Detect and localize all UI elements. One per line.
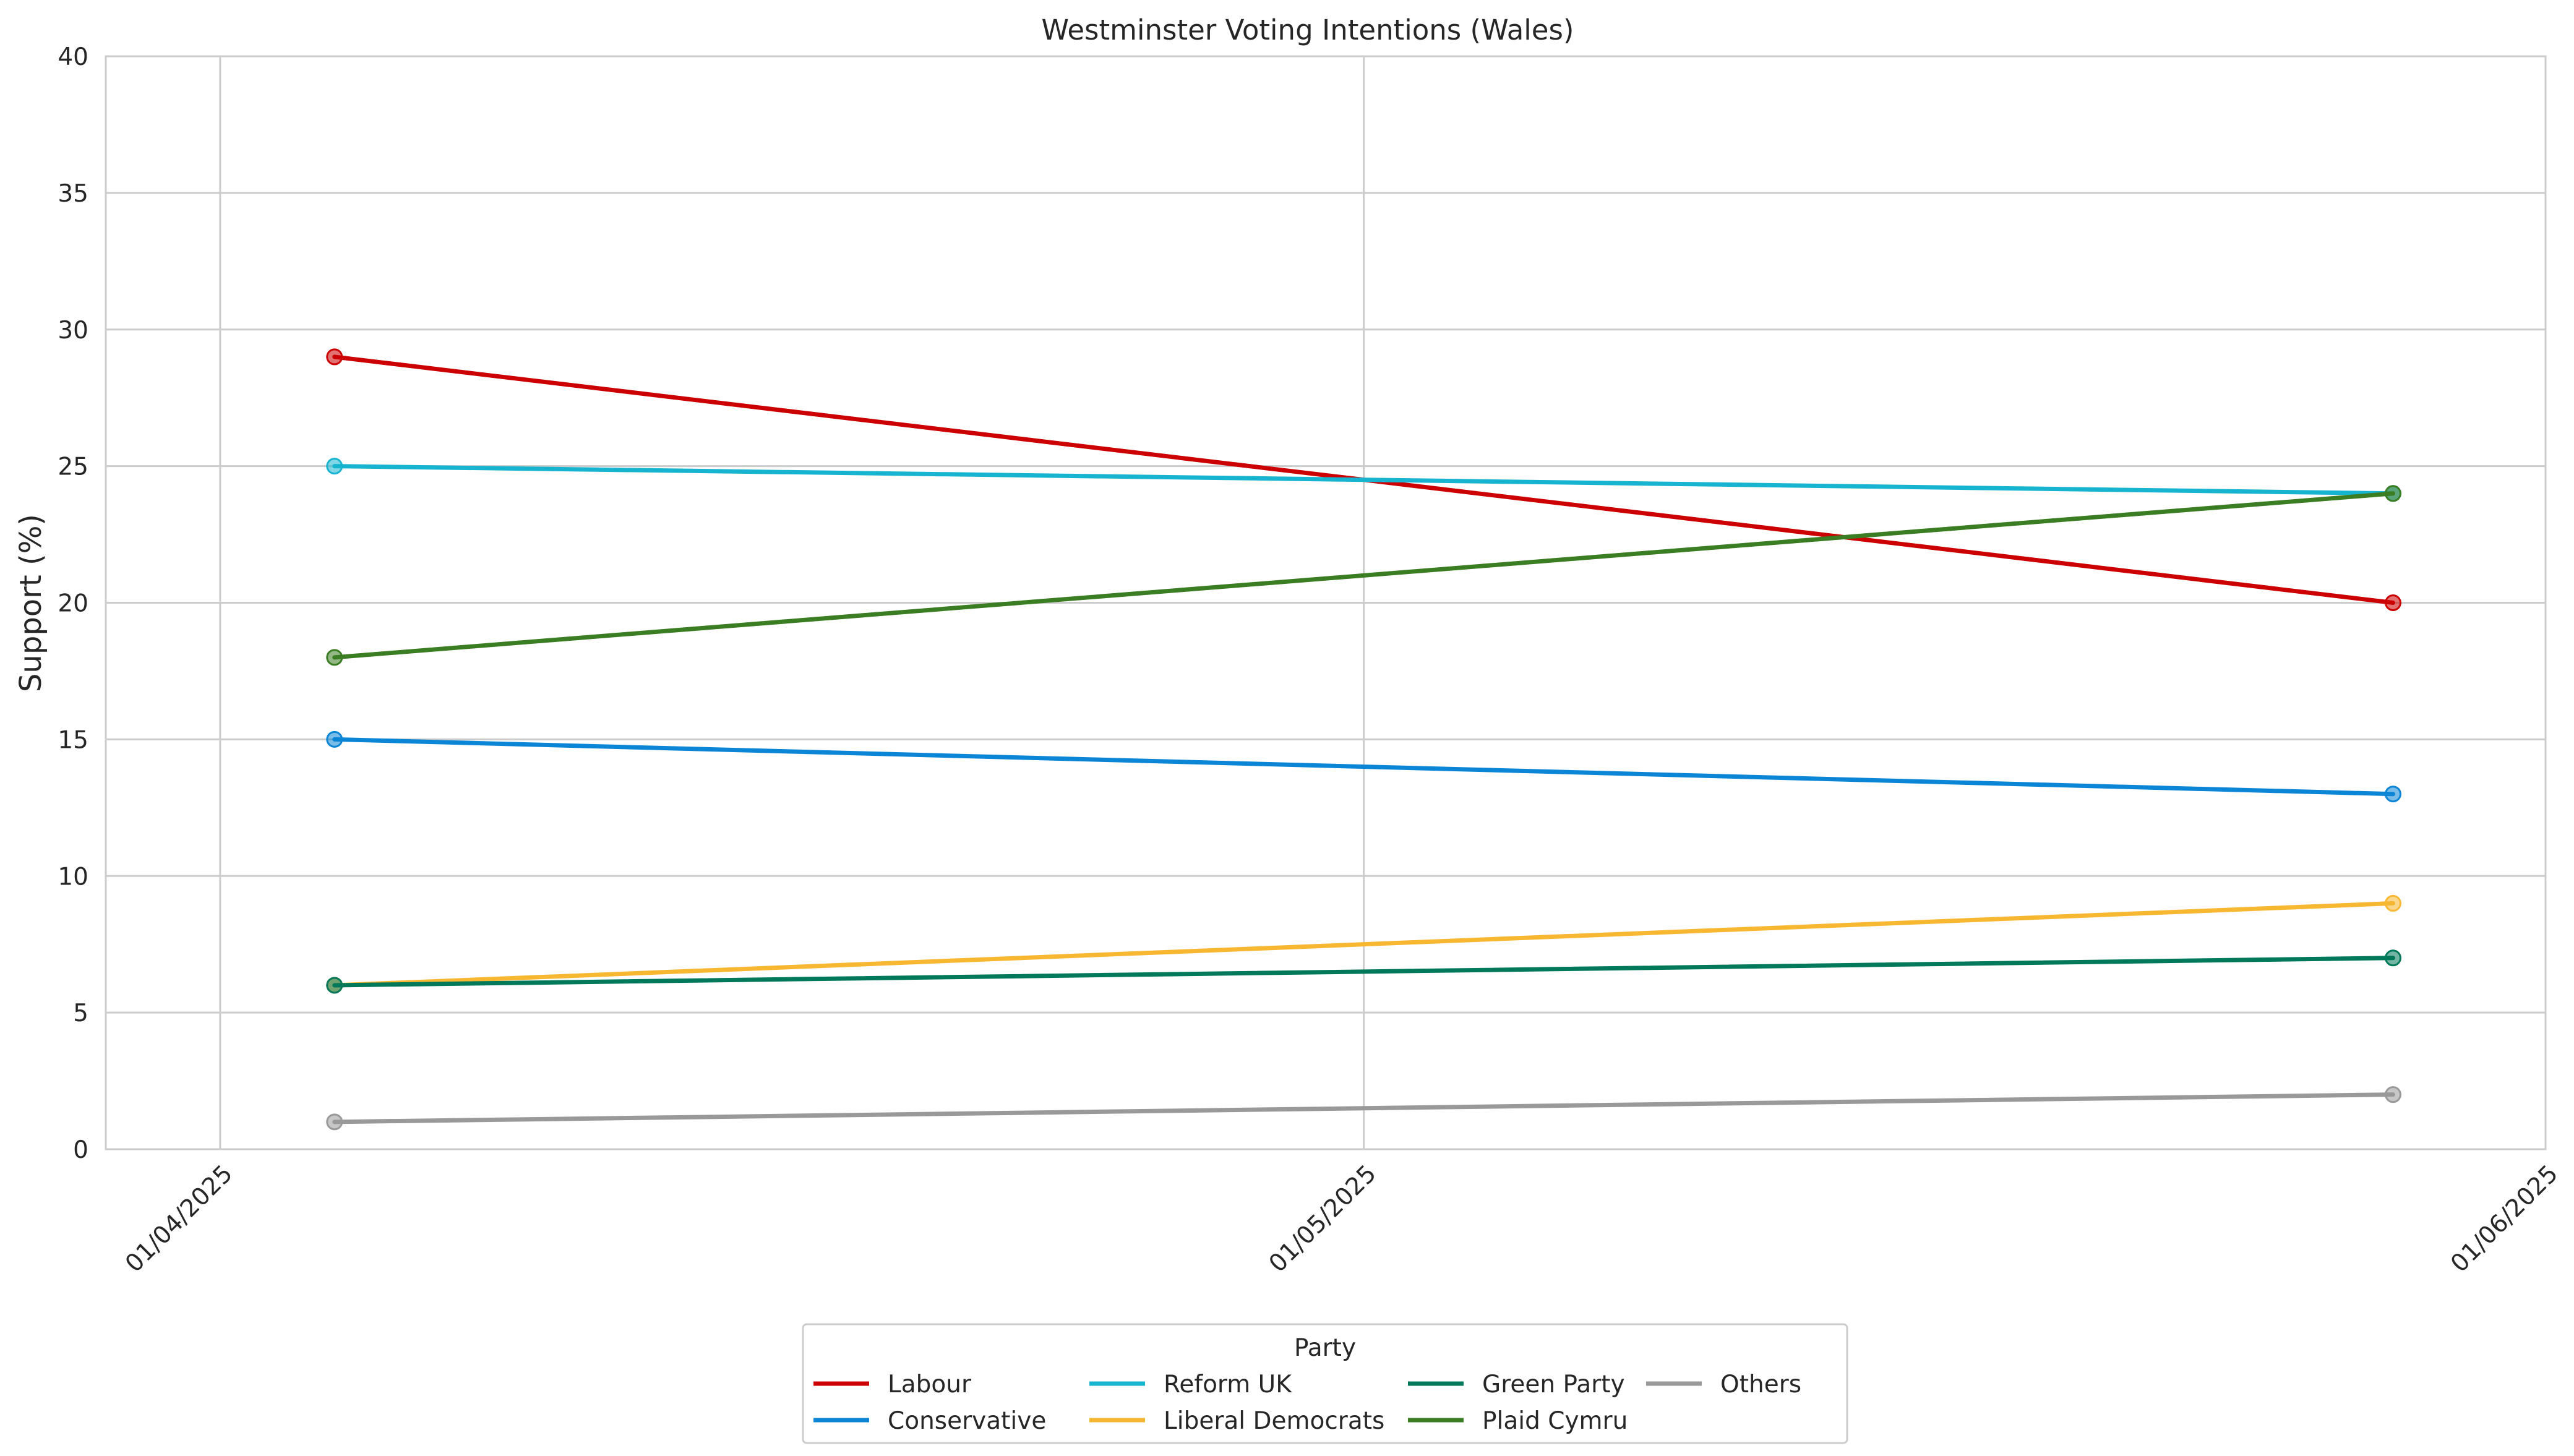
y-tick-label: 40 [58,43,88,71]
legend-label-plaid-cymru: Plaid Cymru [1482,1407,1628,1435]
y-tick-label: 20 [58,590,88,618]
x-tick-label: 01/06/2025 [2445,1160,2563,1278]
data-point-plaid-cymru [2385,485,2401,502]
legend-label-others: Others [1720,1371,1801,1398]
y-tick-label: 30 [58,317,88,345]
y-tick-label: 10 [58,863,88,891]
x-tick-label: 01/04/2025 [120,1160,238,1278]
legend-label-liberal-democrats: Liberal Democrats [1164,1407,1384,1435]
legend-label-green-party: Green Party [1482,1371,1625,1398]
data-point-green-party [326,977,343,994]
y-tick-label: 35 [58,180,88,208]
series-line-green-party [332,956,2395,988]
chart-title: Westminster Voting Intentions (Wales) [1042,14,1574,46]
y-tick-label: 0 [73,1136,88,1164]
y-tick-label: 5 [73,1000,88,1027]
y-tick-label: 15 [58,726,88,754]
legend-label-conservative: Conservative [888,1407,1046,1435]
x-tick-label: 01/05/2025 [1264,1160,1382,1278]
data-point-conservative [326,730,343,748]
legend-label-reform-uk: Reform UK [1164,1371,1292,1398]
data-point-others [326,1113,343,1131]
plot-frame [105,55,2547,1150]
series-line-plaid-cymru [332,491,2395,660]
legend-box [802,1323,1848,1444]
data-point-conservative [2385,786,2401,803]
y-tick-label: 25 [58,453,88,481]
legend-label-labour: Labour [888,1371,972,1398]
series-line-conservative [332,737,2395,797]
series-line-reform-uk [332,464,2395,496]
data-point-labour [326,348,343,366]
series-line-others [332,1092,2395,1124]
data-point-reform-uk [326,458,343,475]
data-point-labour [2385,594,2401,611]
axis-ticks: 0 5 10 15 20 25 30 35 40 01/04/2025 01/05/2025 01/0… [58,43,2563,1278]
data-point-green-party [2385,949,2401,967]
legend-title: Party [1294,1334,1356,1362]
series-lines [326,348,2401,1131]
data-point-liberal-democrats [2385,894,2401,912]
series-line-liberal-democrats [332,901,2395,988]
data-point-plaid-cymru [326,649,343,666]
y-axis-label: Support (%) [14,514,48,692]
legend: Party Labour Conservative Reform UK Liberal… [802,1323,1848,1444]
data-point-others [2385,1086,2401,1103]
